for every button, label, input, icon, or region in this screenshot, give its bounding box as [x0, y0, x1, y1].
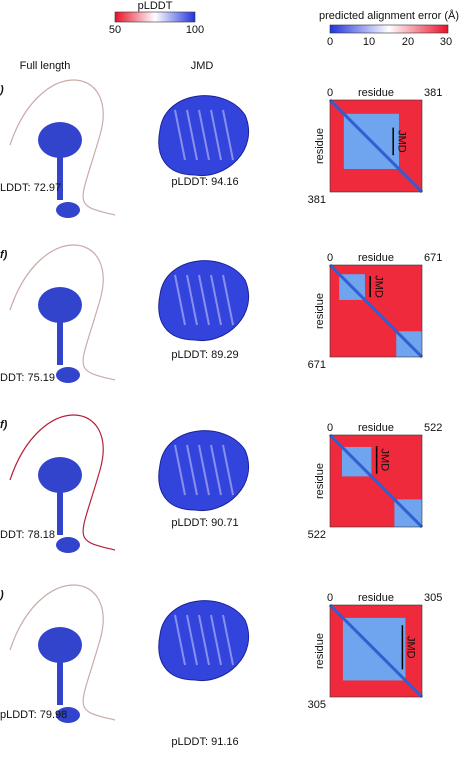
- heatmap-end: 671: [424, 252, 442, 264]
- pae-tick: 20: [402, 36, 414, 48]
- jmd-label: JMD: [404, 636, 416, 659]
- jmd-label: JMD: [395, 130, 407, 153]
- heatmap-x-axis: residue: [358, 252, 394, 264]
- full-structure-domain: [38, 287, 82, 323]
- jmd-plddt: pLDDT: 90.71: [171, 517, 238, 529]
- heatmap-start: 0: [327, 252, 333, 264]
- heatmap-y-axis: residue: [314, 463, 326, 499]
- heatmap-x-axis: residue: [358, 592, 394, 604]
- jmd-strand: [198, 444, 210, 496]
- full-plddt: LDDT: 72.97: [0, 182, 61, 194]
- jmd-strand: [210, 109, 222, 161]
- heatmap-start: 0: [327, 87, 333, 99]
- jmd-plddt: pLDDT: 94.16: [171, 176, 238, 188]
- row-label: ): [0, 589, 4, 601]
- pae-diagonal: [328, 433, 424, 529]
- header-full: Full length: [20, 60, 71, 72]
- heatmap-end: 381: [424, 87, 442, 99]
- pae-diagonal: [328, 263, 424, 359]
- jmd-strand: [222, 614, 234, 666]
- pae-tick: 30: [440, 36, 452, 48]
- jmd-strand: [174, 614, 186, 666]
- jmd-strand: [198, 614, 210, 666]
- full-structure-domain: [38, 457, 82, 493]
- heatmap-end: 305: [424, 592, 442, 604]
- pae-diagonal: [328, 98, 424, 194]
- pae-tick: 0: [327, 36, 333, 48]
- jmd-strand: [186, 274, 198, 326]
- full-structure-domain: [56, 707, 80, 723]
- jmd-strand: [222, 109, 234, 161]
- pae-diagonal: [328, 603, 424, 699]
- jmd-strand: [198, 274, 210, 326]
- header-jmd: JMD: [191, 60, 214, 72]
- full-structure-domain: [56, 367, 80, 383]
- heatmap-x-axis: residue: [358, 87, 394, 99]
- full-structure-helix: [57, 660, 63, 705]
- pae-title: predicted alignment error (Å): [319, 9, 459, 22]
- full-plddt: DDT: 75.19: [0, 372, 55, 384]
- pae-frame: [329, 604, 423, 698]
- jmd-strand: [222, 274, 234, 326]
- plddt-colorbar: [114, 11, 196, 23]
- heatmap-start: 0: [327, 592, 333, 604]
- full-structure-loop: [9, 414, 116, 551]
- jmd-plddt: pLDDT: 91.16: [171, 736, 238, 748]
- jmd-strand: [174, 444, 186, 496]
- full-plddt: DDT: 78.18: [0, 529, 55, 541]
- heatmap-y-axis: residue: [314, 293, 326, 329]
- row-label: f): [0, 249, 8, 261]
- pae-colorbar: [329, 24, 449, 34]
- heatmap-y-axis: residue: [314, 128, 326, 164]
- full-structure-loop: [9, 244, 116, 381]
- pae-frame: [329, 434, 423, 528]
- jmd-strand: [174, 109, 186, 161]
- full-structure-helix: [57, 490, 63, 535]
- heatmap-end-left: 522: [308, 529, 326, 541]
- heatmap-y-axis: residue: [314, 633, 326, 669]
- jmd-strand: [210, 614, 222, 666]
- heatmap-end-left: 381: [308, 194, 326, 206]
- full-structure-domain: [38, 627, 82, 663]
- plddt-tick: 100: [186, 24, 204, 36]
- jmd-label: JMD: [379, 449, 391, 472]
- jmd-plddt: pLDDT: 89.29: [171, 349, 238, 361]
- jmd-strand: [186, 109, 198, 161]
- plddt-tick: 50: [109, 24, 121, 36]
- full-structure-domain: [56, 537, 80, 553]
- pae-frame: [329, 264, 423, 358]
- jmd-strand: [174, 274, 186, 326]
- jmd-strand: [186, 614, 198, 666]
- row-label: ): [0, 84, 4, 96]
- jmd-label: JMD: [372, 275, 384, 298]
- full-structure-loop: [9, 584, 116, 721]
- heatmap-x-axis: residue: [358, 422, 394, 434]
- full-structure-helix: [57, 155, 63, 200]
- pae-frame: [329, 99, 423, 193]
- jmd-strand: [186, 444, 198, 496]
- pae-tick: 10: [363, 36, 375, 48]
- plddt-title: pLDDT: [138, 0, 173, 12]
- jmd-strand: [210, 444, 222, 496]
- full-plddt: pLDDT: 79.98: [0, 709, 67, 721]
- jmd-strand: [198, 109, 210, 161]
- row-label: f): [0, 419, 8, 431]
- full-structure-domain: [38, 122, 82, 158]
- full-structure-loop: [9, 79, 116, 216]
- heatmap-end-left: 671: [308, 359, 326, 371]
- heatmap-end: 522: [424, 422, 442, 434]
- heatmap-end-left: 305: [308, 699, 326, 711]
- jmd-strand: [210, 274, 222, 326]
- full-structure-helix: [57, 320, 63, 365]
- jmd-strand: [222, 444, 234, 496]
- full-structure-domain: [56, 202, 80, 218]
- heatmap-start: 0: [327, 422, 333, 434]
